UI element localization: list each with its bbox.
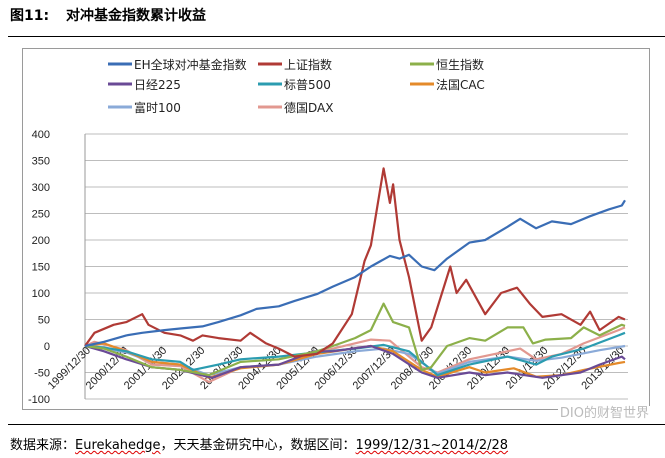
legend-label: 法国CAC (436, 78, 485, 92)
y-tick-label: 150 (32, 262, 50, 274)
y-tick-label: -100 (28, 394, 50, 406)
y-tick-label: 0 (44, 341, 50, 353)
y-tick-label: 400 (32, 129, 50, 141)
figure-number: 图11: (10, 8, 50, 24)
y-tick-label: 250 (32, 209, 50, 221)
figure-caption: 图11: 对冲基金指数累计收益 (10, 5, 206, 25)
series-line-1 (84, 167, 626, 358)
legend-label: 德国DAX (284, 100, 333, 115)
bottom-rule (8, 424, 665, 425)
series-line-0 (84, 199, 626, 348)
y-tick-label: 300 (32, 182, 50, 194)
legend-label: 恒生指数 (436, 57, 484, 72)
figure-title: 对冲基金指数累计收益 (66, 8, 206, 24)
series-line-2 (84, 302, 626, 377)
top-rule (8, 36, 665, 37)
y-tick-label: 350 (32, 156, 50, 168)
legend-label: 日经225 (134, 78, 181, 92)
y-tick-label: -50 (34, 368, 50, 380)
source-prefix: 数据来源： (10, 438, 76, 453)
data-range: 1999/12/31~2014/2/28 (355, 438, 509, 453)
source-note: 数据来源：Eurekahedge，天天基金研究中心，数据区间：1999/12/3… (10, 434, 508, 453)
legend-label: EH全球对冲基金指数 (134, 57, 247, 72)
y-tick-label: 200 (32, 235, 50, 247)
y-tick-label: 100 (32, 288, 50, 300)
source-name: Eurekahedge (75, 438, 161, 453)
legend-label: 上证指数 (284, 57, 332, 72)
watermark: DIO的财智世界 (557, 406, 651, 422)
legend-label: 标普500 (284, 78, 331, 92)
legend-label: 富时100 (134, 100, 181, 115)
chart-frame (22, 48, 650, 410)
y-tick-label: 50 (38, 315, 50, 327)
source-rest: ，天天基金研究中心，数据区间： (160, 438, 356, 453)
